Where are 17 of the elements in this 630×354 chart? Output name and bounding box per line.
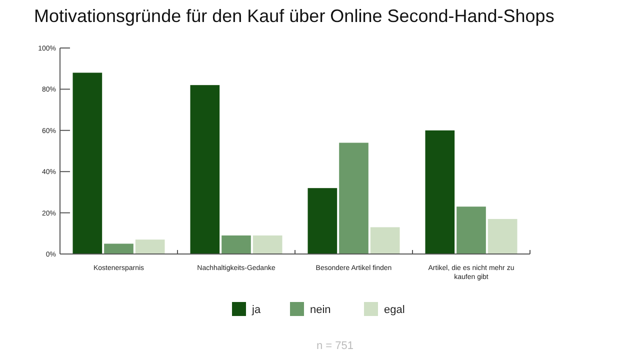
bar [104, 244, 134, 254]
bar [425, 130, 455, 254]
bar [308, 188, 338, 254]
legend-label: ja [251, 304, 262, 316]
bar [72, 72, 102, 254]
bar [370, 227, 400, 254]
bar [190, 85, 220, 254]
legend-label: nein [310, 304, 331, 316]
bar [456, 206, 486, 254]
bar [488, 218, 518, 254]
bar [252, 235, 282, 254]
chart-title: Motivationsgründe für den Kauf über Online Second-Hand-Shops [34, 6, 554, 26]
legend-label: egal [384, 304, 405, 316]
bar [135, 240, 165, 254]
bar [339, 142, 368, 254]
bar [222, 235, 251, 254]
text: n = 751 [316, 340, 354, 352]
